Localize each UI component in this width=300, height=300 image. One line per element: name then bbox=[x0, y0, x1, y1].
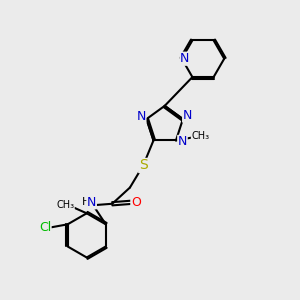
Text: N: N bbox=[136, 110, 146, 123]
Text: N: N bbox=[183, 109, 192, 122]
Text: CH₃: CH₃ bbox=[191, 131, 209, 141]
Text: S: S bbox=[139, 158, 148, 172]
Text: O: O bbox=[131, 196, 141, 209]
Text: N: N bbox=[87, 196, 96, 209]
Text: Cl: Cl bbox=[39, 221, 51, 234]
Text: H: H bbox=[82, 197, 90, 207]
Text: CH₃: CH₃ bbox=[56, 200, 74, 210]
Text: N: N bbox=[178, 135, 187, 148]
Text: N: N bbox=[180, 52, 189, 65]
